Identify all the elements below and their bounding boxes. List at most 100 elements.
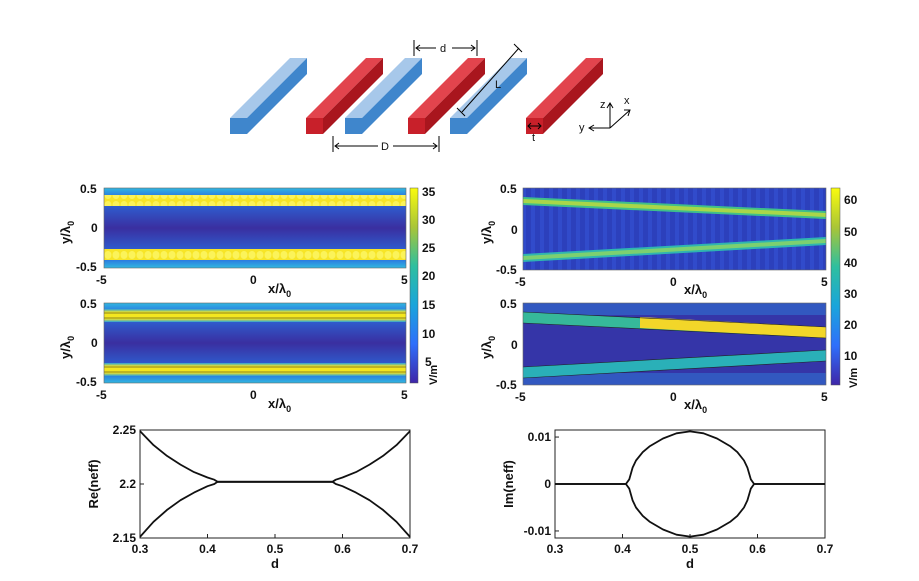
colorbar-left bbox=[409, 187, 419, 384]
ylabel-mid-right: y/λ0 bbox=[479, 336, 497, 359]
field-map-axis-labels: 0.5 0 -0.5 0.5 0 -0.5 -5 0 5 -5 0 5 x/λ0… bbox=[58, 182, 860, 415]
ytick-top-left-2: 0 bbox=[91, 221, 98, 235]
x-tick-label: 0.7 bbox=[402, 542, 419, 556]
xtick-top-left-3: 5 bbox=[401, 273, 408, 287]
field-map-middle-right bbox=[522, 302, 827, 386]
y-axis-label: Im(neff) bbox=[501, 460, 516, 508]
y-tick-label: 0.01 bbox=[528, 430, 552, 444]
xtick-mid-right-2: 0 bbox=[670, 390, 677, 404]
field-map-top-right bbox=[522, 187, 827, 271]
x-tick-label: 0.3 bbox=[547, 542, 564, 556]
y-tick-label: 2.2 bbox=[119, 477, 136, 491]
x-tick-label: 0.5 bbox=[267, 542, 284, 556]
xtick-mid-left-2: 0 bbox=[250, 388, 257, 402]
field-maps-right bbox=[522, 187, 841, 386]
ylabel-top-left: y/λ0 bbox=[58, 221, 76, 244]
axis-y-label: y bbox=[579, 122, 585, 134]
waveguide-array-schematic: d L D t bbox=[230, 40, 631, 153]
cbar-left-tick-15: 15 bbox=[422, 298, 436, 312]
chart-re-neff: 0.3 0.4 0.5 0.6 0.7 2.25 2.2 2.15 d Re(neff) bbox=[86, 423, 419, 571]
cbar-right-tick-20: 20 bbox=[844, 318, 858, 332]
xlabel-mid-right: x/λ0 bbox=[684, 397, 707, 415]
x-tick-label: 0.3 bbox=[132, 542, 149, 556]
cbar-left-tick-30: 30 bbox=[422, 213, 436, 227]
xlabel-top-right: x/λ0 bbox=[684, 282, 707, 300]
x-tick-label: 0.7 bbox=[817, 542, 834, 556]
x-tick-label: 0.6 bbox=[749, 542, 766, 556]
dimension-t bbox=[527, 122, 542, 130]
xlabel-mid-left: x/λ0 bbox=[268, 396, 291, 414]
dimension-d bbox=[413, 40, 478, 56]
plot-frame bbox=[139, 429, 411, 539]
cbar-right-tick-60: 60 bbox=[844, 193, 858, 207]
ytick-top-right-3: -0.5 bbox=[496, 263, 517, 277]
dimension-D bbox=[332, 136, 440, 152]
field-maps-left bbox=[103, 187, 419, 384]
cbar-right-unit: V/m bbox=[848, 368, 860, 388]
y-tick-label: 2.15 bbox=[113, 531, 137, 545]
ytick-top-left-1: 0.5 bbox=[80, 182, 97, 196]
xlabel-top-left: x/λ0 bbox=[268, 281, 291, 299]
ytick-mid-right-3: -0.5 bbox=[496, 378, 517, 392]
cbar-left-tick-5: 5 bbox=[425, 355, 432, 369]
axis-z-label: z bbox=[600, 99, 606, 111]
cbar-right-tick-10: 10 bbox=[844, 349, 858, 363]
y-tick-label: 2.25 bbox=[113, 423, 137, 437]
axis-x-label: x bbox=[624, 95, 630, 107]
waveguide-blue-2 bbox=[345, 58, 422, 134]
xtick-top-right-3: 5 bbox=[821, 275, 828, 289]
chart-im-neff: 0.3 0.4 0.5 0.6 0.7 0.01 0 -0.01 d Im(neff) bbox=[501, 429, 834, 571]
ytick-mid-right-1: 0.5 bbox=[500, 297, 517, 311]
series-line-2 bbox=[555, 483, 825, 538]
cbar-left-tick-10: 10 bbox=[422, 327, 436, 341]
x-tick-label: 0.4 bbox=[199, 542, 216, 556]
y-axis-label: Re(neff) bbox=[86, 459, 101, 508]
waveguide-red-2 bbox=[408, 58, 485, 134]
field-map-middle-left bbox=[103, 302, 407, 384]
xtick-top-left-2: 0 bbox=[250, 273, 257, 287]
xtick-mid-left-3: 5 bbox=[401, 388, 408, 402]
label-d: d bbox=[440, 43, 446, 55]
label-t: t bbox=[532, 132, 535, 144]
ytick-mid-left-3: -0.5 bbox=[76, 375, 97, 389]
ytick-top-right-1: 0.5 bbox=[500, 182, 517, 196]
waveguide-blue-1 bbox=[230, 58, 307, 134]
xtick-mid-right-1: -5 bbox=[515, 390, 526, 404]
ylabel-mid-left: y/λ0 bbox=[58, 336, 76, 359]
xtick-top-left-1: -5 bbox=[96, 273, 107, 287]
field-map-top-left bbox=[103, 187, 407, 269]
ytick-top-left-3: -0.5 bbox=[76, 260, 97, 274]
xtick-mid-right-3: 5 bbox=[821, 390, 828, 404]
cbar-left-unit: V/m bbox=[428, 365, 440, 385]
series-line-2 bbox=[139, 480, 411, 538]
label-D: D bbox=[381, 141, 389, 153]
x-tick-label: 0.6 bbox=[334, 542, 351, 556]
xtick-top-right-2: 0 bbox=[670, 275, 677, 289]
x-tick-label: 0.5 bbox=[682, 542, 699, 556]
x-axis-label: d bbox=[686, 556, 694, 571]
cbar-left-tick-20: 20 bbox=[422, 269, 436, 283]
waveguide-red-1 bbox=[306, 58, 383, 134]
colorbar-right bbox=[830, 187, 841, 386]
coordinate-axes bbox=[588, 102, 631, 132]
y-tick-label: -0.01 bbox=[524, 524, 552, 538]
xtick-mid-left-1: -5 bbox=[96, 388, 107, 402]
xtick-top-right-1: -5 bbox=[515, 275, 526, 289]
ytick-mid-right-2: 0 bbox=[511, 338, 518, 352]
cbar-right-tick-30: 30 bbox=[844, 287, 858, 301]
series-line-1 bbox=[555, 430, 825, 485]
ylabel-top-right: y/λ0 bbox=[479, 221, 497, 244]
cbar-right-tick-40: 40 bbox=[844, 256, 858, 270]
ytick-mid-left-1: 0.5 bbox=[80, 297, 97, 311]
x-axis-label: d bbox=[271, 556, 279, 571]
ytick-top-right-2: 0 bbox=[511, 223, 518, 237]
cbar-left-tick-25: 25 bbox=[422, 241, 436, 255]
cbar-left-tick-35: 35 bbox=[422, 185, 436, 199]
label-L: L bbox=[495, 79, 501, 91]
dimension-L bbox=[456, 43, 523, 117]
waveguide-blue-3 bbox=[450, 58, 527, 134]
ytick-mid-left-2: 0 bbox=[91, 336, 98, 350]
cbar-right-tick-50: 50 bbox=[844, 225, 858, 239]
y-tick-label: 0 bbox=[544, 477, 551, 491]
